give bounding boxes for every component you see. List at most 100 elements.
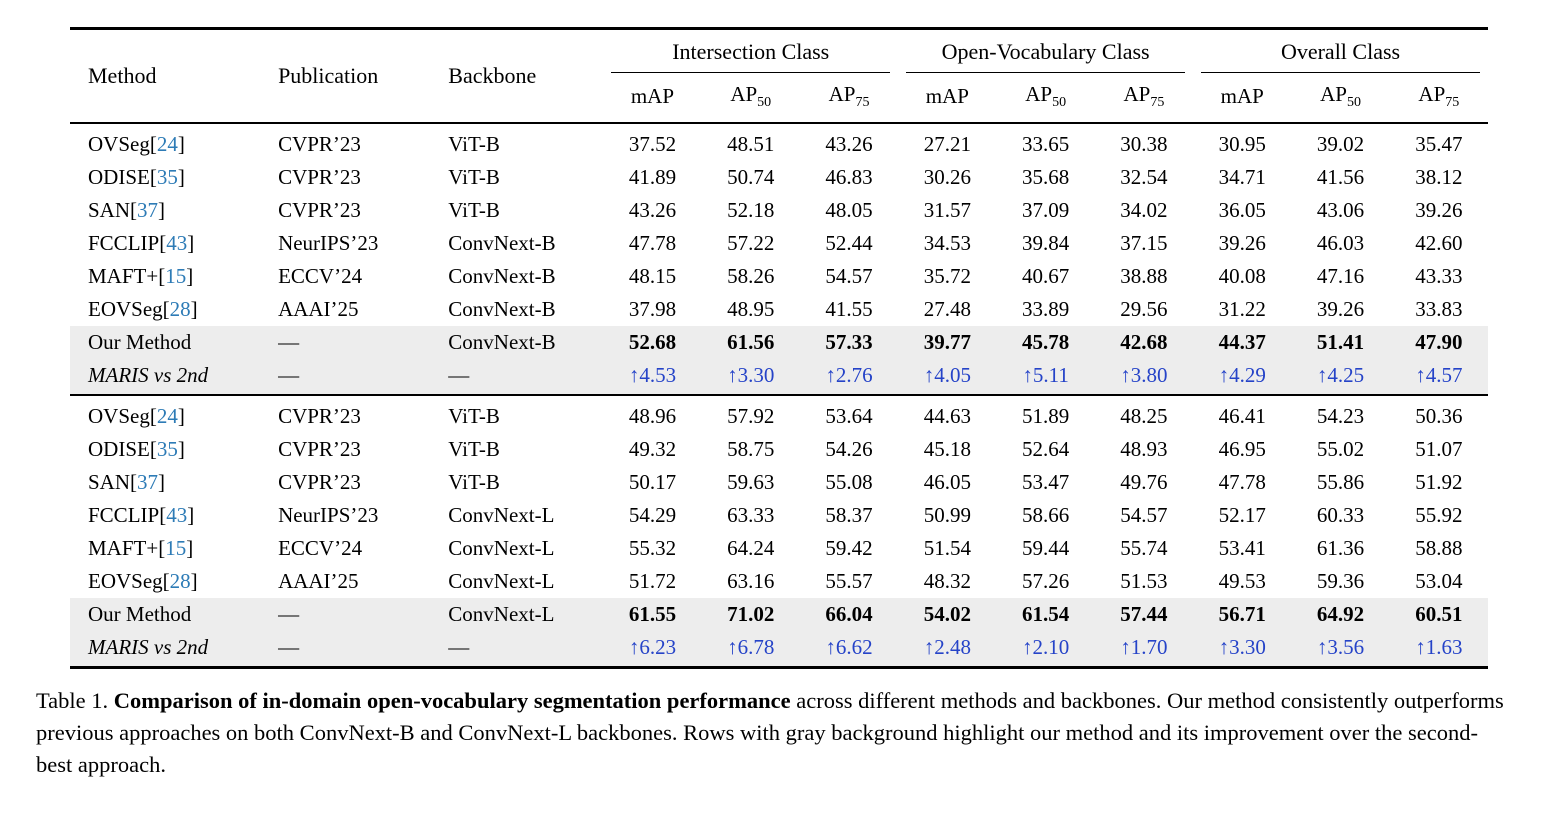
column-header-publication: Publication: [260, 28, 431, 125]
value-cell: 37.98: [628, 297, 677, 322]
column-group-label: Overall Class: [1201, 39, 1480, 73]
value-cell: 37.15: [1120, 231, 1168, 256]
method-cell: EOVSeg[28]: [88, 297, 198, 322]
value-cell: 57.92: [701, 394, 800, 434]
value-cell: 55.32: [628, 536, 677, 561]
value-cell: ↑6.78: [727, 635, 775, 660]
value-cell: 33.83: [1415, 297, 1463, 322]
table-row: EOVSeg[28] AAAI’25 ConvNext-B 37.98 48.95 41.…: [70, 293, 1488, 326]
citation-link[interactable]: 37: [137, 198, 159, 223]
method-name: SAN: [88, 470, 131, 495]
publication-cell: CVPR’23: [260, 394, 431, 434]
caption-bold-text: Comparison of in-domain open-vocabulary …: [113, 688, 791, 714]
citation-link[interactable]: 28: [169, 569, 191, 594]
metric-subscript: 75: [855, 95, 870, 111]
value-cell: 51.07: [1415, 437, 1463, 462]
value-cell: 57.26: [1022, 569, 1070, 594]
metric-header: mAP: [898, 73, 997, 125]
value-cell: 64.92: [1316, 602, 1365, 627]
method-cell: OVSeg[24]: [88, 132, 185, 157]
value-cell: ↑4.05: [923, 363, 971, 388]
citation-link[interactable]: 15: [165, 264, 187, 289]
value-cell: ↑1.70: [1120, 635, 1168, 660]
citation-link[interactable]: 28: [169, 297, 191, 322]
value-cell: 43.26: [825, 132, 873, 157]
method-cell: OVSeg[24]: [70, 394, 261, 434]
value-cell: 49.76: [1120, 470, 1168, 495]
caption-label: Table 1.: [36, 688, 114, 714]
value-cell: 43.33: [1415, 264, 1463, 289]
value-cell: 46.03: [1316, 231, 1365, 256]
method-cell: ODISE[35]: [88, 165, 185, 190]
backbone-cell: ConvNext-L: [448, 536, 555, 561]
metric-label: mAP: [630, 84, 675, 109]
method-name: ODISE: [88, 437, 150, 462]
column-group-label: Open-Vocabulary Class: [906, 39, 1186, 73]
citation-link[interactable]: 15: [165, 536, 187, 561]
value-cell: ↑3.30: [727, 363, 775, 388]
value-cell: 43.26: [628, 198, 677, 223]
caption-text: across different methods and backbones. …: [36, 688, 1504, 778]
value-cell: 39.84: [1022, 231, 1070, 256]
value-cell: ↑3.56: [1316, 635, 1365, 660]
method-cell: MARIS vs 2nd: [70, 359, 260, 395]
value-cell: 54.57: [825, 264, 873, 289]
value-cell: 60.51: [1415, 602, 1463, 627]
value-cell: 50.17: [628, 470, 677, 495]
publication-cell: —: [278, 635, 300, 660]
metric-subscript: 50: [1052, 95, 1067, 111]
column-group-label: Intersection Class: [611, 39, 891, 73]
citation-link[interactable]: 35: [156, 437, 178, 462]
paper-page: Method Publication Backbone Intersection Cl…: [0, 27, 1544, 826]
value-cell: 51.72: [628, 569, 677, 594]
method-name: FCCLIP: [88, 231, 160, 256]
citation-link[interactable]: 43: [166, 231, 188, 256]
metric-subscript: 50: [1346, 95, 1361, 111]
value-cell: 34.53: [923, 231, 971, 256]
publication-cell: NeurIPS’23: [278, 503, 379, 528]
value-cell: 34.71: [1218, 165, 1266, 190]
method-cell: EOVSeg[28]: [88, 569, 198, 594]
value-cell: 27.21: [923, 132, 971, 157]
value-cell: 54.26: [825, 437, 873, 462]
backbone-cell: ViT-B: [448, 165, 500, 190]
header-row-metrics: mAP AP50 AP75 mAP AP50 AP75 mAP AP50 AP75: [70, 73, 1488, 125]
citation-link[interactable]: 24: [156, 132, 178, 157]
value-cell: 41.55: [825, 297, 873, 322]
value-cell: 54.02: [923, 602, 971, 627]
table-row: ODISE[35] CVPR’23 ViT-B 41.89 50.74 46.83 30.2…: [70, 161, 1488, 194]
metric-header: mAP: [603, 73, 702, 125]
value-cell: 39.02: [1316, 132, 1365, 157]
method-cell: MAFT+[15]: [88, 264, 194, 289]
citation-link[interactable]: 35: [156, 165, 178, 190]
column-group-header: Overall Class: [1193, 29, 1488, 73]
table-container: Method Publication Backbone Intersection Cl…: [70, 27, 1488, 670]
citation-link[interactable]: 43: [166, 503, 188, 528]
value-cell: ↑1.63: [1415, 635, 1463, 660]
method-cell: Our Method: [70, 598, 260, 631]
value-cell: 64.24: [727, 536, 775, 561]
citation-link[interactable]: 24: [156, 404, 178, 429]
value-cell: 46.83: [825, 165, 873, 190]
value-cell: 54.29: [628, 503, 677, 528]
value-cell: 63.16: [727, 569, 775, 594]
value-cell: 39.26: [1316, 297, 1365, 322]
value-cell: 41.89: [628, 165, 677, 190]
value-cell: 45.78: [1022, 330, 1070, 355]
citation-link[interactable]: 37: [137, 470, 159, 495]
value-cell: 61.36: [1316, 536, 1365, 561]
method-cell: SAN[37]: [88, 470, 166, 495]
value-cell: ↑3.80: [1120, 363, 1168, 388]
publication-cell: CVPR’23: [278, 165, 361, 190]
results-table: Method Publication Backbone Intersection Cl…: [70, 27, 1488, 670]
method-cell: FCCLIP[43]: [88, 231, 195, 256]
publication-cell: ECCV’24: [278, 264, 363, 289]
publication-cell: —: [278, 330, 300, 355]
value-cell: 59.36: [1316, 569, 1365, 594]
value-cell: 35.72: [923, 264, 971, 289]
metric-label: mAP: [1220, 84, 1264, 109]
value-cell: 47.78: [628, 231, 677, 256]
value-cell: 56.71: [1218, 602, 1266, 627]
value-cell: 48.32: [923, 569, 971, 594]
publication-cell: NeurIPS’23: [278, 231, 379, 256]
